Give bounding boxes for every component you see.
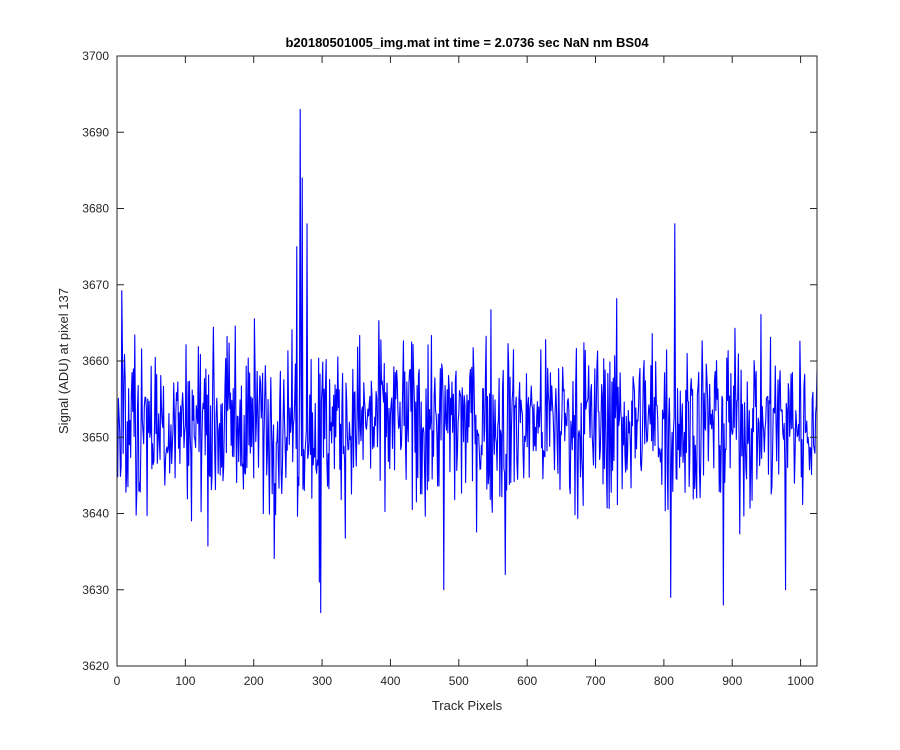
x-tick-label: 300	[312, 674, 332, 688]
y-tick-label: 3670	[82, 278, 109, 292]
x-tick-label: 0	[114, 674, 121, 688]
signal-series-line	[117, 108, 818, 614]
y-tick-label: 3640	[82, 507, 109, 521]
y-tick-label: 3620	[82, 659, 109, 673]
y-tick-label: 3700	[82, 49, 109, 63]
series-group	[117, 108, 818, 614]
plot-area	[117, 56, 817, 666]
x-axis-label: Track Pixels	[432, 698, 503, 713]
x-tick-label: 600	[517, 674, 537, 688]
x-tick-label: 800	[654, 674, 674, 688]
x-tick-label: 500	[449, 674, 469, 688]
chart-title: b20180501005_img.mat int time = 2.0736 s…	[285, 35, 649, 50]
x-tick-label: 400	[380, 674, 400, 688]
y-tick-label: 3650	[82, 430, 109, 444]
x-tick-label: 100	[175, 674, 195, 688]
x-tick-label: 200	[244, 674, 264, 688]
y-tick-label: 3680	[82, 202, 109, 216]
x-tick-label: 700	[586, 674, 606, 688]
y-tick-label: 3690	[82, 125, 109, 139]
y-tick-label: 3630	[82, 583, 109, 597]
y-tick-label: 3660	[82, 354, 109, 368]
x-tick-label: 1000	[787, 674, 814, 688]
tick-group: 0 100 200 300 400 500 600 700 800 900 1000 3620 3630…	[82, 49, 817, 688]
x-tick-label: 900	[722, 674, 742, 688]
y-axis-label: Signal (ADU) at pixel 137	[56, 288, 71, 434]
